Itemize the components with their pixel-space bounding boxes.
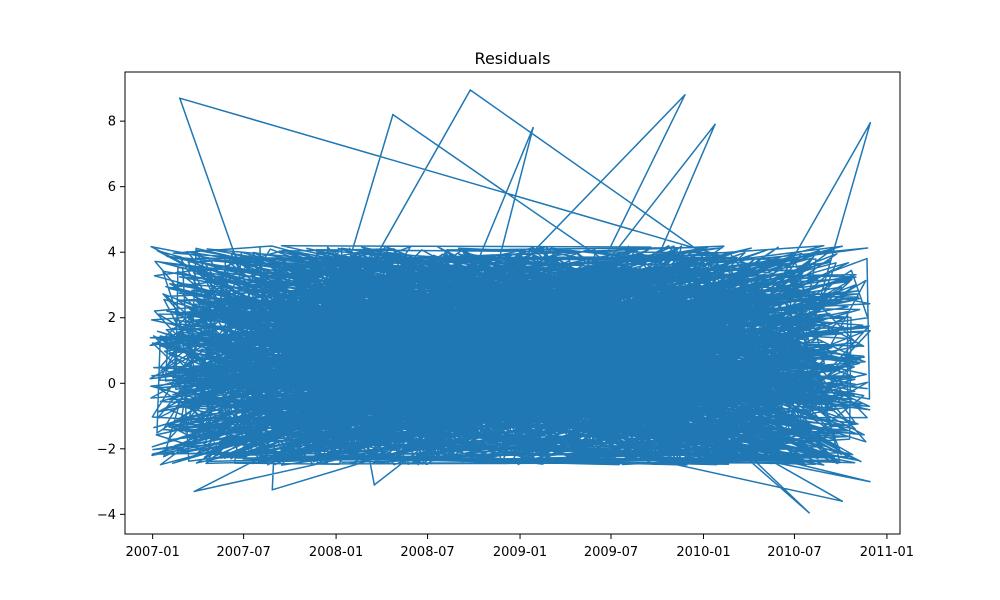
x-tick-label: 2009-01: [493, 545, 547, 560]
residual-point: [684, 94, 686, 96]
y-axis: −4 −2 0 2 4 6 8: [97, 115, 125, 523]
residual-point: [179, 97, 181, 99]
plot-frame: [124, 71, 901, 535]
residual-point: [193, 490, 196, 493]
x-tick-label: 2008-01: [309, 545, 363, 560]
y-tick-label: −2: [97, 442, 116, 457]
x-tick-label: 2010-01: [676, 545, 730, 560]
x-tick-label: 2009-07: [584, 545, 638, 560]
residual-point: [841, 500, 843, 503]
series-layer: [149, 89, 872, 514]
residual-point: [151, 454, 153, 457]
residual-point: [392, 113, 394, 116]
residual-point: [532, 126, 534, 129]
x-tick-label: 2008-07: [400, 545, 454, 560]
residual-point: [869, 122, 872, 124]
y-tick-label: 0: [108, 377, 116, 392]
residual-point: [714, 123, 716, 126]
residuals-series-line: [149, 89, 872, 514]
residual-point: [469, 89, 472, 91]
residual-point: [271, 489, 274, 491]
y-tick-label: 6: [108, 180, 116, 195]
x-tick-label: 2007-07: [216, 545, 270, 560]
y-tick-label: −4: [97, 508, 116, 523]
residual-point: [808, 511, 810, 514]
y-tick-label: 4: [108, 246, 116, 261]
x-tick-label: 2007-01: [125, 545, 179, 560]
x-axis: 2007-01 2007-07 2008-01 2008-07 2009-01 2009-…: [125, 534, 914, 560]
chart-title: Residuals: [475, 49, 551, 68]
y-tick-label: 2: [108, 311, 116, 326]
residual-point: [373, 484, 376, 486]
x-tick-label: 2011-01: [860, 545, 914, 560]
y-tick-label: 8: [108, 115, 116, 130]
x-tick-label: 2010-07: [767, 545, 821, 560]
residual-point: [869, 480, 871, 483]
